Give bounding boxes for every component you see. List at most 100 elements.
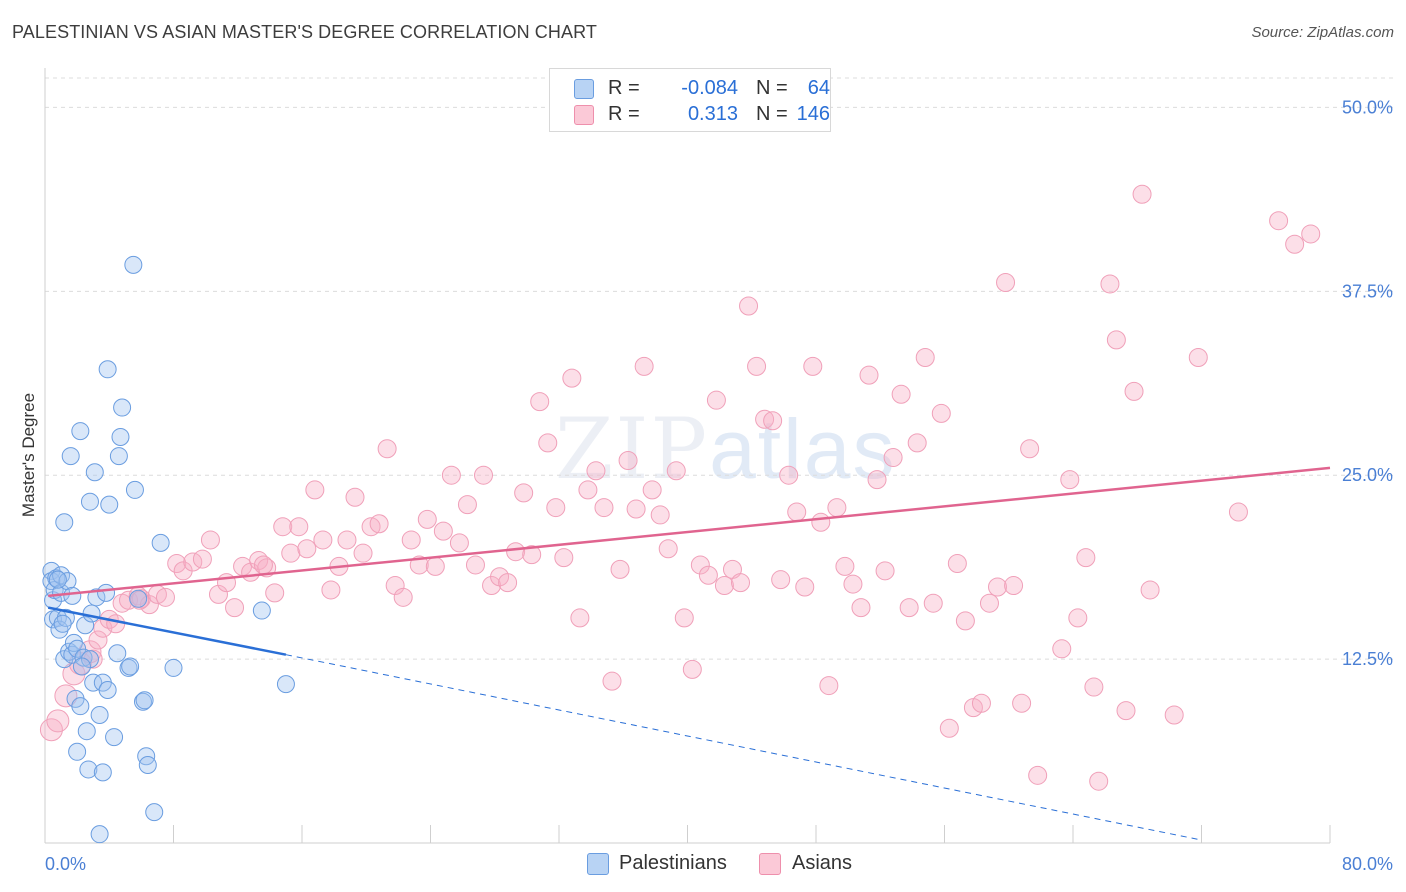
asian-point	[971, 693, 991, 713]
asian-point	[321, 580, 341, 600]
palestinian-point	[252, 601, 271, 620]
asian-point	[297, 539, 317, 559]
asian-point	[819, 676, 839, 696]
asian-point	[907, 433, 927, 453]
asian-point	[441, 465, 461, 485]
palestinian-point	[100, 495, 119, 514]
asian-point	[827, 498, 847, 518]
asian-point	[674, 608, 694, 628]
asian-point	[46, 709, 70, 733]
palestinian-point	[72, 657, 91, 676]
palestinian-point	[125, 480, 144, 499]
correlation-legend: R = -0.084 N = 64 R = 0.313 N = 146	[549, 68, 831, 132]
legend-n-value: 146	[796, 103, 830, 125]
asian-point	[891, 384, 911, 404]
palestinian-point	[76, 616, 95, 635]
asian-point	[1020, 439, 1040, 459]
asian-point	[915, 348, 935, 368]
asian-point	[337, 530, 357, 550]
legend-swatch-palestinians	[587, 853, 609, 875]
legend-swatch-palestinians	[574, 79, 594, 99]
asian-point	[739, 296, 759, 316]
palestinian-point	[90, 706, 109, 725]
palestinian-point	[71, 422, 90, 441]
asian-point	[1285, 234, 1305, 254]
palestinian-point	[124, 255, 143, 274]
legend-r-value: 0.313	[687, 103, 738, 125]
asian-point	[1076, 548, 1096, 568]
palestinian-point	[61, 447, 80, 466]
legend-r-value: -0.084	[681, 77, 738, 99]
asian-point	[1060, 470, 1080, 490]
chart-title: PALESTINIAN VS ASIAN MASTER'S DEGREE COR…	[12, 22, 597, 42]
asian-point	[859, 365, 879, 385]
asian-point	[167, 553, 187, 573]
asian-points	[39, 184, 1321, 791]
palestinian-points	[42, 255, 295, 844]
asian-point	[425, 556, 445, 576]
palestinian-point	[145, 803, 164, 822]
palestinian-point	[87, 588, 106, 607]
asian-point	[811, 512, 831, 532]
palestinian-point	[93, 763, 112, 782]
legend-n-label: N =	[756, 103, 788, 125]
palestinian-point	[138, 756, 157, 775]
asian-point	[988, 577, 1008, 597]
asian-point	[1100, 274, 1120, 294]
asian-point	[401, 530, 421, 550]
asian-point	[843, 574, 863, 594]
asian-point	[1084, 677, 1104, 697]
asian-point	[369, 514, 389, 534]
palestinian-point	[164, 658, 183, 677]
asian-point	[763, 411, 783, 431]
y-axis-label: Master's Degree	[19, 393, 38, 517]
asian-point	[666, 461, 686, 481]
asian-point	[498, 573, 518, 593]
asian-point	[875, 561, 895, 581]
asian-point	[955, 611, 975, 631]
asian-point	[610, 559, 630, 579]
asian-point	[465, 555, 485, 575]
asian-point	[139, 595, 159, 615]
palestinian-trend-line	[47, 606, 287, 656]
asian-point	[867, 470, 887, 490]
asian-point	[393, 587, 413, 607]
asian-point	[522, 545, 542, 565]
watermark-zip: ZIP	[555, 400, 710, 498]
palestinian-point	[63, 645, 82, 664]
asian-point	[88, 630, 108, 650]
asian-point	[1004, 576, 1024, 596]
asian-point	[1052, 639, 1072, 659]
asian-point	[1012, 693, 1032, 713]
palestinian-point	[97, 583, 116, 602]
legend-r-label: R =	[608, 103, 640, 125]
asian-point	[1188, 348, 1208, 368]
asian-point	[457, 495, 477, 515]
palestinian-point	[108, 644, 127, 663]
asian-point	[899, 598, 919, 618]
asian-point	[690, 555, 710, 575]
asian-point	[787, 502, 807, 522]
asian-point	[385, 576, 405, 596]
asian-point	[851, 598, 871, 618]
asian-point	[771, 570, 791, 590]
asian-point	[747, 356, 767, 376]
asian-point	[835, 556, 855, 576]
asian-point	[1068, 608, 1088, 628]
asian-point	[289, 517, 309, 537]
y-tick-label: 25.0%	[1342, 465, 1393, 485]
asian-point	[192, 549, 212, 569]
asian-point	[779, 465, 799, 485]
asian-point	[626, 499, 646, 519]
asian-point	[313, 530, 333, 550]
asian-point	[803, 356, 823, 376]
palestinian-point	[68, 639, 87, 658]
asian-point	[586, 461, 606, 481]
asian-point	[642, 480, 662, 500]
palestinian-point	[98, 360, 117, 379]
asian-point	[265, 583, 285, 603]
palestinian-point	[276, 675, 295, 694]
legend-n-label: N =	[756, 77, 788, 99]
asian-point	[281, 543, 301, 563]
y-tick-label: 50.0%	[1342, 97, 1393, 117]
